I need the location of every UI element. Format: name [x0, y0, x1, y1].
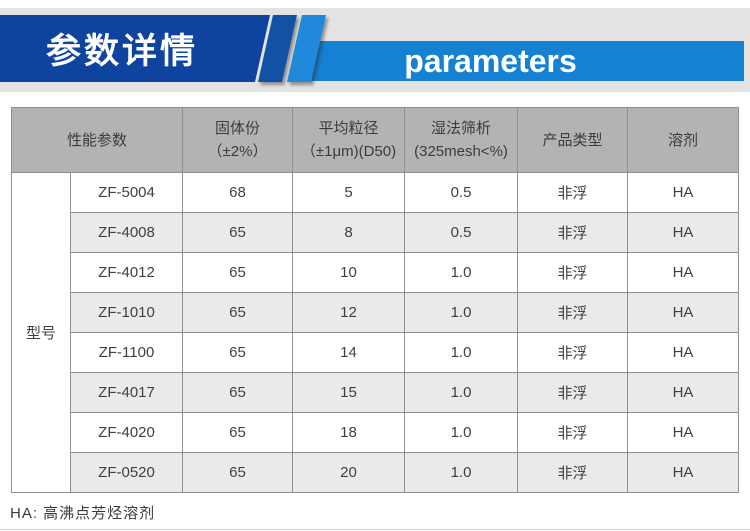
cell-solvent: HA	[627, 172, 740, 213]
cell-type: 非浮	[517, 372, 629, 413]
bottom-divider	[0, 529, 750, 530]
cell-solvent: HA	[627, 372, 740, 413]
cell-size: 18	[292, 412, 406, 453]
table-row: ZF-1100 65 14 1.0 非浮 HA	[12, 332, 740, 373]
cell-size: 8	[292, 212, 406, 253]
cell-size: 14	[292, 332, 406, 373]
cell-solvent: HA	[627, 292, 740, 333]
cell-solid: 65	[182, 292, 294, 333]
table-row: ZF-0520 65 20 1.0 非浮 HA	[12, 452, 740, 493]
cell-type: 非浮	[517, 452, 629, 493]
table-row: ZF-4017 65 15 1.0 非浮 HA	[12, 372, 740, 413]
cell-size: 15	[292, 372, 406, 413]
cell-solid: 65	[182, 252, 294, 293]
cell-sieve: 1.0	[404, 292, 519, 333]
cell-solid: 68	[182, 172, 294, 213]
cell-type: 非浮	[517, 292, 629, 333]
solvent-note: HA: 高沸点芳烃溶剂	[10, 505, 156, 522]
header-particle-size: 平均粒径 （±1μm)(D50)	[292, 107, 406, 173]
cell-solid: 65	[182, 212, 294, 253]
cell-solvent: HA	[627, 332, 740, 373]
header-solvent: 溶剂	[627, 107, 740, 173]
cell-solvent: HA	[627, 212, 740, 253]
cell-sieve: 1.0	[404, 252, 519, 293]
cell-size: 20	[292, 452, 406, 493]
banner-english: parameters	[310, 41, 744, 81]
cell-model: ZF-0520	[69, 452, 184, 493]
cell-type: 非浮	[517, 412, 629, 453]
header-wet-sieve: 湿法筛析 (325mesh<%)	[404, 107, 519, 173]
table-row: ZF-4020 65 18 1.0 非浮 HA	[12, 412, 740, 453]
table-row: ZF-1010 65 12 1.0 非浮 HA	[12, 292, 740, 333]
cell-sieve: 1.0	[404, 332, 519, 373]
title-chinese: 参数详情	[45, 32, 198, 71]
cell-solid: 65	[182, 452, 294, 493]
cell-sieve: 1.0	[404, 372, 519, 413]
cell-size: 12	[292, 292, 406, 333]
header-product-type: 产品类型	[517, 107, 629, 173]
cell-solid: 65	[182, 412, 294, 453]
header-solid-content: 固体份 （±2%）	[182, 107, 294, 173]
cell-sieve: 1.0	[404, 452, 519, 493]
row-group-model-label: 型号	[11, 172, 71, 493]
cell-solid: 65	[182, 332, 294, 373]
cell-model: ZF-4008	[69, 212, 184, 253]
table-header-row: 性能参数 固体份 （±2%） 平均粒径 （±1μm)(D50) 湿法筛析 (32…	[10, 107, 740, 173]
table-row: ZF-4008 65 8 0.5 非浮 HA	[12, 212, 740, 253]
cell-solvent: HA	[627, 252, 740, 293]
cell-solid: 65	[182, 372, 294, 413]
cell-size: 5	[292, 172, 406, 213]
table-row: 型号 ZF-5004 68 5 0.5 非浮 HA	[11, 172, 740, 493]
cell-model: ZF-1010	[69, 292, 184, 333]
cell-solvent: HA	[627, 412, 740, 453]
banner-chinese: 参数详情	[0, 15, 270, 82]
cell-type: 非浮	[517, 172, 629, 213]
cell-model: ZF-5004	[69, 172, 184, 213]
cell-type: 非浮	[517, 332, 629, 373]
cell-type: 非浮	[517, 212, 629, 253]
cell-model: ZF-4012	[69, 252, 184, 293]
title-english: parameters	[404, 43, 577, 79]
cell-size: 10	[292, 252, 406, 293]
cell-model: ZF-1100	[69, 332, 184, 373]
cell-model: ZF-4017	[69, 372, 184, 413]
table-row: ZF-4012 65 10 1.0 非浮 HA	[12, 252, 740, 293]
cell-model: ZF-4020	[69, 412, 184, 453]
cell-solvent: HA	[627, 452, 740, 493]
header-performance-params: 性能参数	[10, 107, 184, 173]
parameters-table: 性能参数 固体份 （±2%） 平均粒径 （±1μm)(D50) 湿法筛析 (32…	[10, 107, 740, 493]
cell-type: 非浮	[517, 252, 629, 293]
cell-sieve: 0.5	[404, 212, 519, 253]
cell-sieve: 0.5	[404, 172, 519, 213]
cell-sieve: 1.0	[404, 412, 519, 453]
